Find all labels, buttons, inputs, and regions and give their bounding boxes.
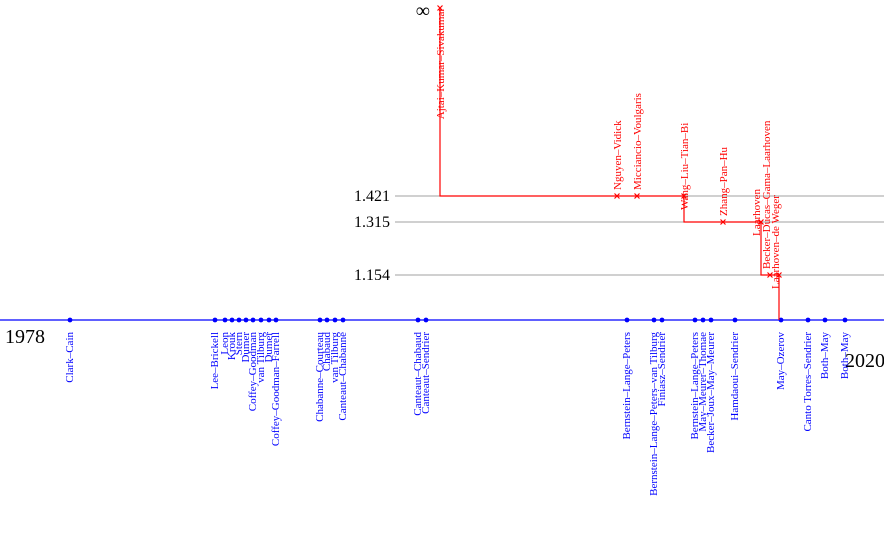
timeline-point xyxy=(709,318,714,323)
timeline-point-label: Both–May xyxy=(819,332,831,380)
red-point-label: Micciancio–Voulgaris xyxy=(632,93,644,190)
timeline-point-label: Becker–Joux–May–Meurer xyxy=(705,332,717,453)
year-start-label: 1978 xyxy=(5,326,45,348)
timeline-point-label: Canteaut–Sendrier xyxy=(420,332,432,414)
y-tick-label: 1.421 xyxy=(354,188,390,205)
red-point-label: Zhang–Pan–Hu xyxy=(718,146,730,216)
timeline-point xyxy=(823,318,828,323)
y-tick-label: 1.315 xyxy=(354,214,390,231)
y-infinity-label: ∞ xyxy=(416,0,430,22)
timeline-point-label: Coffey–Goodman–Farrell xyxy=(270,332,282,446)
timeline-point-label: Hamdaoui–Sendrier xyxy=(729,332,741,421)
timeline-point xyxy=(733,318,738,323)
timeline-chart: 1.4211.3151.154∞19782020Clark–CainLee–Br… xyxy=(0,0,884,539)
timeline-point xyxy=(251,318,256,323)
timeline-point xyxy=(693,318,698,323)
timeline-point xyxy=(652,318,657,323)
timeline-point-label: Both–May xyxy=(839,332,851,380)
timeline-point xyxy=(259,318,264,323)
timeline-point-label: Bernstein–Lange–Peters xyxy=(621,332,633,440)
y-tick-label: 1.154 xyxy=(354,267,390,284)
timeline-point xyxy=(318,318,323,323)
timeline-point xyxy=(341,318,346,323)
timeline-point xyxy=(325,318,330,323)
timeline-point-label: Finiasz–Sendrier xyxy=(656,332,668,407)
timeline-point xyxy=(333,318,338,323)
red-point-label: Ajtai–Kumar–Sivakumar xyxy=(435,8,447,120)
timeline-point xyxy=(806,318,811,323)
timeline-point xyxy=(230,318,235,323)
timeline-point xyxy=(660,318,665,323)
timeline-point xyxy=(237,318,242,323)
timeline-point xyxy=(223,318,228,323)
timeline-point xyxy=(424,318,429,323)
timeline-point-label: Canteaut–Chabanne xyxy=(337,332,349,421)
timeline-point xyxy=(843,318,848,323)
red-point-label: Laarhoven–de Weger xyxy=(770,195,782,289)
timeline-point xyxy=(625,318,630,323)
timeline-point xyxy=(68,318,73,323)
timeline-point xyxy=(701,318,706,323)
timeline-point-label: May–Ozerov xyxy=(775,332,787,391)
red-point-label: Wang–Liu–Tian–Bi xyxy=(679,123,691,210)
timeline-point xyxy=(267,318,272,323)
timeline-point xyxy=(274,318,279,323)
timeline-point xyxy=(213,318,218,323)
timeline-point xyxy=(416,318,421,323)
red-point-label: Nguyen–Vidick xyxy=(612,120,624,190)
timeline-point-label: Canto Torres–Sendrier xyxy=(802,332,814,432)
timeline-point-label: Clark–Cain xyxy=(64,332,76,383)
timeline-point xyxy=(244,318,249,323)
